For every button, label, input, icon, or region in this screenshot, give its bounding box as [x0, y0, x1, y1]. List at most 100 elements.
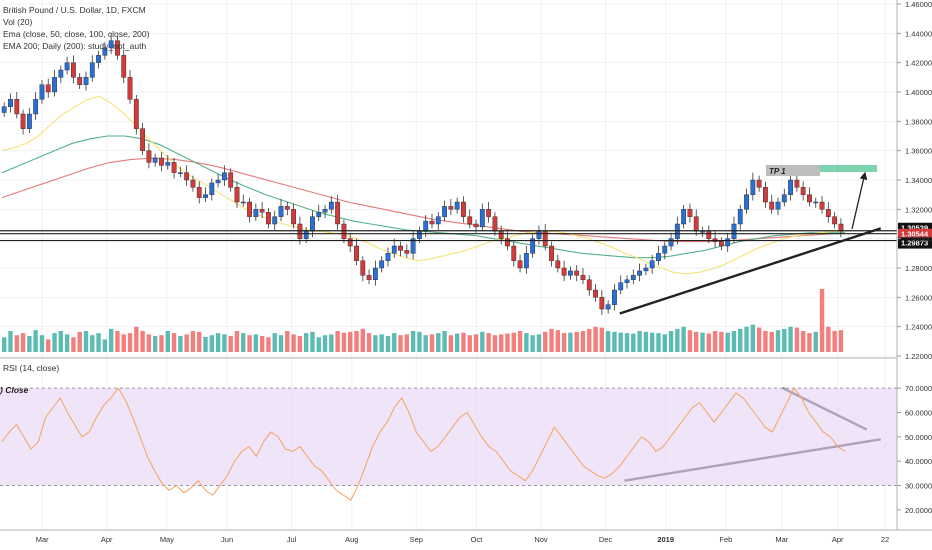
- price-tick-label: 1.46000: [905, 0, 932, 9]
- volume-bar: [190, 331, 196, 352]
- candle-body: [486, 209, 492, 217]
- tp-label-text: TP 1: [769, 167, 786, 176]
- volume-bar: [436, 333, 441, 352]
- candle-body: [234, 187, 240, 203]
- candle-body: [240, 201, 246, 204]
- volume-bar: [819, 289, 825, 352]
- time-tick-label: Mar: [775, 535, 788, 544]
- candle-body: [435, 216, 441, 225]
- price-tick-label: 1.22000: [905, 352, 932, 361]
- candle-body: [1, 106, 7, 113]
- volume-bar: [618, 332, 623, 352]
- candle-body: [115, 40, 120, 56]
- symbol-title[interactable]: British Pound / U.S. Dollar, 1D, FXCM: [3, 5, 146, 15]
- volume-bar: [813, 331, 818, 352]
- candle-body: [656, 253, 661, 261]
- volume-bar: [423, 335, 428, 352]
- volume-bar: [543, 331, 548, 352]
- volume-bar: [744, 326, 749, 352]
- candle-body: [549, 245, 554, 261]
- volume-legend[interactable]: Vol (20): [3, 17, 33, 27]
- volume-bar: [366, 333, 372, 352]
- time-tick-label: May: [160, 535, 174, 544]
- price-tick-label: 1.30000: [905, 235, 932, 244]
- volume-bar: [46, 339, 51, 352]
- candle-body: [379, 260, 385, 269]
- candle-body: [429, 220, 435, 225]
- volume-bar: [152, 336, 158, 352]
- candle-body: [247, 201, 252, 217]
- volume-bar: [52, 333, 57, 352]
- rsi-title[interactable]: RSI (14, close): [3, 363, 60, 373]
- volume-bar: [8, 331, 13, 352]
- price-tick-label: 1.40000: [905, 88, 932, 97]
- volume-bar: [587, 328, 592, 352]
- volume-bar: [417, 331, 422, 352]
- chart-legend: British Pound / U.S. Dollar, 1D, FXCM Vo…: [3, 4, 149, 52]
- candle-body: [165, 162, 171, 166]
- candle-body: [718, 241, 724, 247]
- volume-bar: [222, 334, 227, 352]
- volume-bar: [253, 334, 259, 352]
- candle-body: [574, 270, 580, 276]
- candle-body: [177, 172, 183, 174]
- candle-body: [20, 113, 26, 129]
- tp-label-box: [766, 165, 820, 176]
- candle-body: [807, 194, 812, 203]
- time-tick-label: 2019: [657, 535, 674, 544]
- candle-body: [127, 77, 133, 100]
- volume-bar: [341, 332, 347, 352]
- volume-bars: [2, 289, 844, 352]
- volume-bar: [769, 331, 774, 352]
- volume-bar: [90, 335, 95, 352]
- volume-bar: [96, 333, 101, 352]
- volume-bar: [39, 335, 45, 352]
- ema200-legend[interactable]: EMA 200; Daily (200): study_not_auth: [3, 41, 147, 51]
- candle-body: [133, 99, 139, 129]
- volume-bar: [234, 331, 240, 352]
- volume-bar: [310, 331, 315, 352]
- price-tick-label: 1.38000: [905, 117, 932, 126]
- time-tick-label: Apr: [101, 535, 113, 544]
- candle-body: [83, 77, 89, 85]
- candle-body: [259, 209, 265, 213]
- candle-body: [221, 172, 227, 181]
- rsi-tick-label: 70.0000: [905, 384, 932, 393]
- candle-body: [788, 179, 793, 195]
- candle-body: [479, 209, 485, 228]
- candle-body: [706, 231, 712, 239]
- candle-body: [517, 260, 523, 269]
- volume-bar: [568, 332, 573, 352]
- candle-body: [45, 84, 51, 93]
- candle-body: [781, 194, 787, 203]
- volume-bar: [454, 333, 460, 352]
- candle-body: [335, 201, 341, 225]
- volume-bar: [492, 335, 498, 352]
- volume-bar: [668, 331, 674, 352]
- volume-bar: [64, 334, 70, 352]
- volume-bar: [536, 334, 542, 352]
- candle-body: [398, 245, 403, 251]
- candle-body: [96, 55, 101, 63]
- volume-bar: [259, 336, 265, 352]
- candle-body: [184, 172, 190, 181]
- volume-bar: [675, 328, 680, 352]
- candle-body: [668, 238, 674, 247]
- volume-bar: [33, 330, 38, 352]
- volume-bar: [165, 331, 170, 352]
- volume-bar: [373, 335, 378, 352]
- candle-body: [347, 238, 353, 247]
- candle-body: [624, 279, 630, 283]
- time-tick-label: Nov: [534, 535, 548, 544]
- volume-bar: [2, 337, 7, 352]
- volume-bar: [429, 334, 435, 352]
- volume-bar: [140, 331, 145, 352]
- candle-body: [284, 206, 290, 210]
- volume-bar: [467, 335, 472, 352]
- price-tick-label: 1.44000: [905, 29, 932, 38]
- volume-bar: [303, 333, 309, 352]
- candle-body: [89, 62, 95, 78]
- ema-legend[interactable]: Ema (close, 50, close, 100, close, 200): [3, 29, 150, 39]
